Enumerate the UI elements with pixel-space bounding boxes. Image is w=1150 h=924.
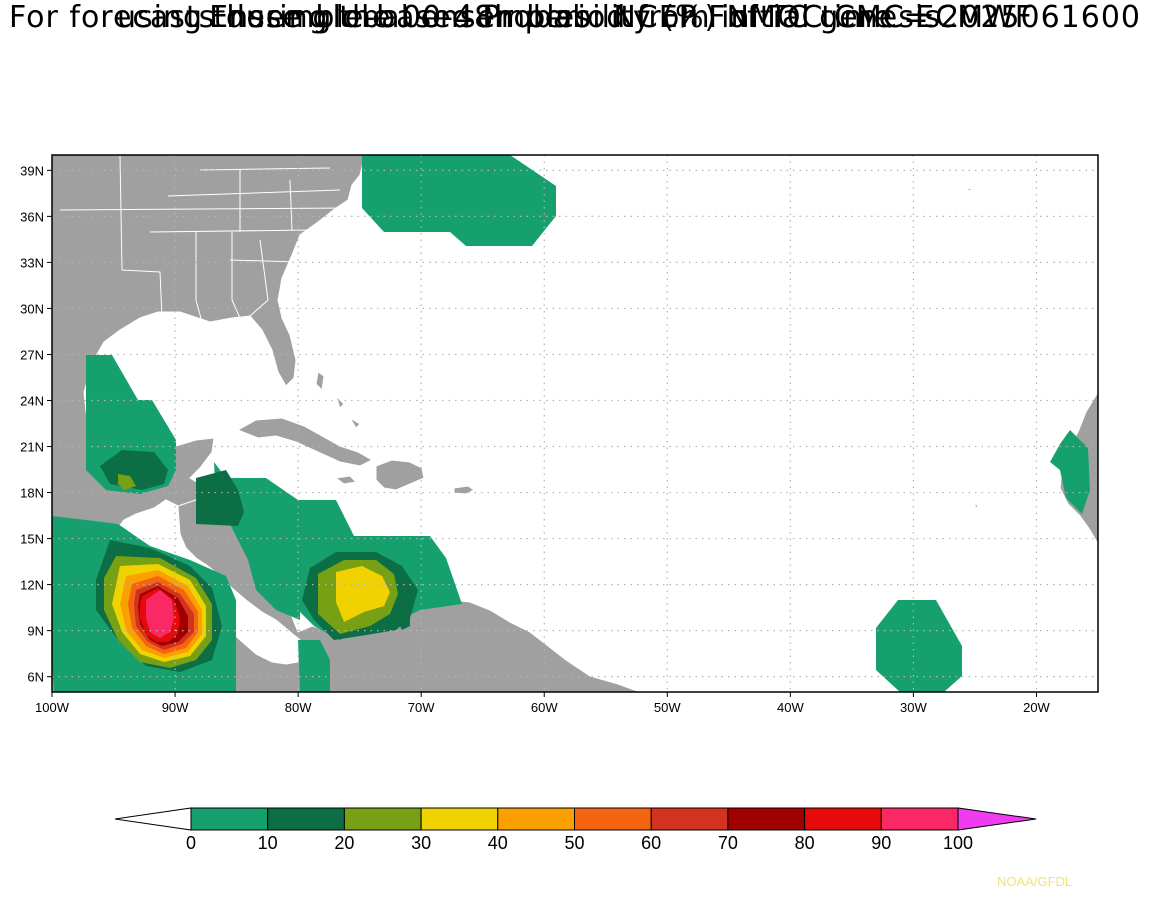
cape-verde-land [965,187,979,509]
colorbar-level-label: 100 [943,833,973,853]
lon-tick-label: 20W [1023,700,1050,715]
lat-tick-label: 36N [20,209,44,224]
lon-tick-label: 50W [654,700,681,715]
state-borders [59,155,353,323]
colorbar-level-label: 50 [564,833,584,853]
lat-tick-label: 33N [20,255,44,270]
colorbar-level-label: 10 [258,833,278,853]
title-line-3: For forecasts during the 00-48h period f… [8,0,1142,35]
colorbar-swatch [880,807,959,831]
colorbar-level-label: 70 [718,833,738,853]
lat-tick-label: 30N [20,301,44,316]
map-axes: 100W 90W 80W 70W 60W 50W 40W 30W 20W 6N 9N 12N 15N 18… [20,163,1050,715]
hispaniola-land [375,459,425,491]
land-masses [52,155,1098,692]
north-america-land [52,155,366,563]
genesis-area-venezuela-dark [396,596,410,630]
lon-tick-label: 70W [408,700,435,715]
colorbar-swatch [650,807,729,831]
colorbar-level-label: 90 [871,833,891,853]
lat-tick-label: 24N [20,393,44,408]
colorbar-level-label: 60 [641,833,661,853]
probability-shading [52,155,1090,692]
colorbar-level-label: 40 [488,833,508,853]
lat-tick-label: 15N [20,532,44,547]
lat-tick-label: 21N [20,440,44,455]
title-line-2: using these global ensembles: NCEP FNMOC… [116,0,1033,35]
lat-tick-label: 18N [20,486,44,501]
lon-tick-label: 90W [162,700,189,715]
colorbar-level-label: 30 [411,833,431,853]
lon-tick-label: 100W [35,700,70,715]
colorbar-swatch [343,807,422,831]
genesis-area-yucatan-dark [100,450,168,490]
lat-lon-grid [52,155,1098,692]
lon-tick-label: 30W [900,700,927,715]
lat-tick-label: 39N [20,163,44,178]
lat-tick-label: 6N [27,670,44,685]
lat-tick-label: 12N [20,578,44,593]
lon-tick-label: 60W [531,700,558,715]
title-line-1: Ensemble-based Probability (%) of TC gen… [209,0,941,35]
genesis-area-yucatan-olive [118,474,136,490]
lat-tick-label: 9N [27,624,44,639]
cuba-land [236,417,374,467]
lon-tick-label: 80W [285,700,312,715]
genesis-area-caribbean-south [298,640,330,692]
colorbar-swatch [420,807,499,831]
colorbar-swatch [727,807,806,831]
genesis-area-pacific-90 [146,590,174,638]
colorbar-low-arrow [114,807,192,831]
colorbar-swatch [267,807,345,831]
colorbar: 0 10 20 30 40 50 60 70 80 90 100 [114,807,1037,853]
colorbar-swatch [804,807,882,831]
genesis-area-atlantic-30w [876,600,962,692]
credit-label: NOAA/GFDL [997,874,1073,889]
genesis-area-colombia-yellow [336,566,390,622]
colorbar-level-label: 80 [795,833,815,853]
jamaica-land [334,475,358,485]
puerto-rico-land [453,485,475,495]
colorbar-high-arrow [957,807,1037,831]
lat-tick-label: 27N [20,347,44,362]
lon-tick-label: 40W [777,700,804,715]
genesis-area-honduras-dark [196,470,244,526]
colorbar-swatch [574,807,652,831]
colorbar-level-label: 0 [186,833,196,853]
colorbar-swatch [190,807,269,831]
colorbar-swatch [497,807,575,831]
map-frame [51,154,1099,693]
colorbar-level-label: 20 [334,833,354,853]
genesis-area-us-east [362,155,556,246]
